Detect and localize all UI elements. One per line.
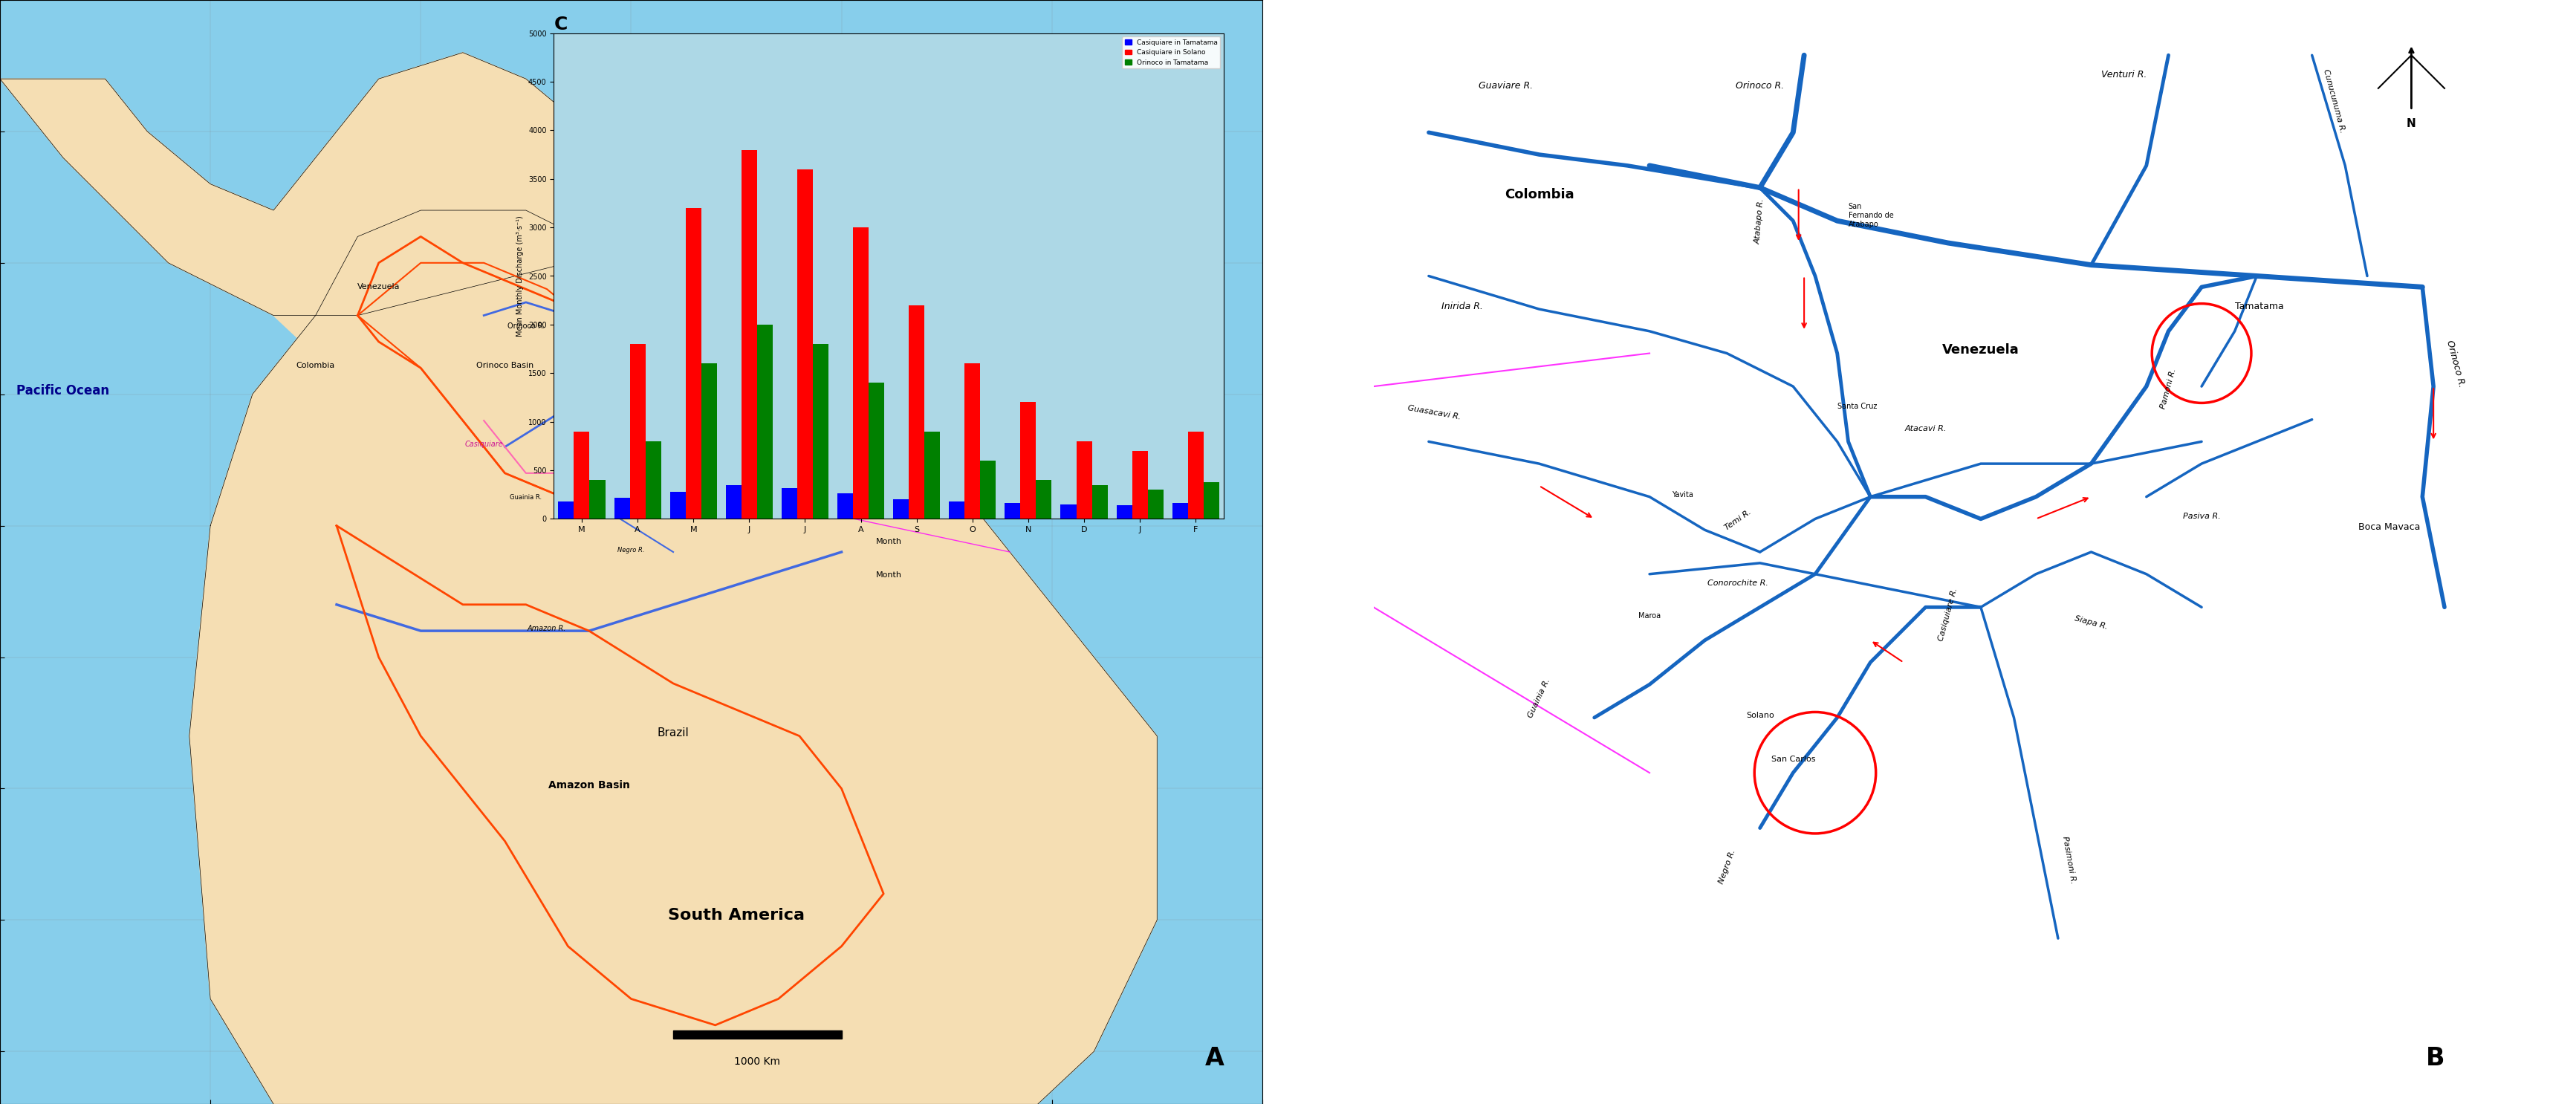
Polygon shape [273,210,567,474]
Y-axis label: Mean Monthly Discharge (m³·s⁻¹): Mean Monthly Discharge (m³·s⁻¹) [518,215,523,337]
Bar [1172,503,1188,519]
Text: Guainia R.: Guainia R. [1528,678,1551,719]
Text: Guainia R.: Guainia R. [510,495,541,501]
Text: Atabapo R.: Atabapo R. [1754,199,1765,244]
Text: Orinoco R.: Orinoco R. [507,322,544,330]
Bar [781,488,796,519]
Text: Temi R.: Temi R. [1723,508,1752,531]
Text: South America: South America [667,909,804,923]
Bar [853,227,868,519]
Text: Negro R.: Negro R. [618,546,644,553]
Text: Tamatama: Tamatama [2236,301,2282,311]
Bar [629,344,647,519]
Bar [909,305,925,519]
Text: Pasimoni R.: Pasimoni R. [2061,836,2076,884]
Bar [670,491,685,519]
Text: Venturi R.: Venturi R. [2102,70,2148,79]
Text: Boca Mavaca: Boca Mavaca [2357,522,2421,532]
Bar [796,169,814,519]
Bar [1020,402,1036,519]
Text: N: N [2406,118,2416,129]
Bar [574,432,590,519]
Text: Solano: Solano [1747,712,1775,719]
Text: Negro R.: Negro R. [1718,848,1736,884]
Text: Guaviare R.: Guaviare R. [1479,81,1533,91]
Bar [1149,490,1164,519]
Text: Amazon R.: Amazon R. [528,625,567,633]
Bar [701,363,716,519]
Bar [837,493,853,519]
Text: A: A [1206,1047,1224,1071]
Text: Orinoco R.: Orinoco R. [1736,81,1785,91]
X-axis label: Month: Month [876,538,902,545]
Text: Atlantic Ocean: Atlantic Ocean [1002,384,1103,397]
Text: Conorochite R.: Conorochite R. [1708,580,1767,586]
Text: Month: Month [876,571,902,578]
Bar [948,501,963,519]
Text: Venezuela: Venezuela [358,284,399,290]
Bar [647,442,662,519]
Text: Colombia: Colombia [296,362,335,370]
Text: Siapa R.: Siapa R. [2074,615,2110,630]
Bar [685,208,701,519]
Text: B: B [2427,1047,2445,1071]
Bar [613,498,629,519]
Text: San
Fernando de
Atabapo: San Fernando de Atabapo [1847,203,1893,227]
Bar [1036,480,1051,519]
Bar [742,150,757,519]
Text: Cunucunuma R.: Cunucunuma R. [2321,68,2347,134]
Text: Casiquiare: Casiquiare [464,440,502,448]
Bar [925,432,940,519]
Text: Pacific Ocean: Pacific Ocean [15,384,111,397]
Text: Inirida R.: Inirida R. [1440,301,1484,311]
Text: Casiquiare R.: Casiquiare R. [1937,587,1958,641]
Text: Venezuela: Venezuela [1942,343,2020,357]
Bar [590,480,605,519]
Text: Maroa: Maroa [1638,613,1662,619]
Text: Colombia: Colombia [1504,189,1574,202]
Text: Orinoco R.: Orinoco R. [2445,339,2465,389]
Bar [1131,450,1149,519]
Bar [672,1030,842,1038]
Text: Yavita: Yavita [1672,491,1692,498]
Legend: Casiquiare in Tamatama, Casiquiare in Solano, Orinoco in Tamatama: Casiquiare in Tamatama, Casiquiare in So… [1123,36,1221,68]
Bar [1203,482,1218,519]
Bar [868,383,884,519]
Bar [981,460,997,519]
Bar [559,501,574,519]
Text: Pasiva R.: Pasiva R. [2182,513,2221,520]
Text: Pamoni R.: Pamoni R. [2159,368,2177,410]
Text: Orinoco Basin: Orinoco Basin [477,362,533,370]
Text: C: C [554,15,567,33]
Text: Brazil: Brazil [657,728,688,739]
Text: Guasacavi R.: Guasacavi R. [1406,404,1461,421]
Text: Amazon Basin: Amazon Basin [549,781,631,790]
Polygon shape [191,210,1157,1104]
Bar [1092,485,1108,519]
Bar [894,499,909,519]
Text: Atacavi R.: Atacavi R. [1904,425,1947,432]
Text: San Carlos: San Carlos [1770,756,1816,763]
Bar [1188,432,1203,519]
Text: Santa Cruz: Santa Cruz [1837,403,1878,410]
Bar [726,485,742,519]
Text: 1000 Km: 1000 Km [734,1057,781,1066]
Bar [1115,506,1131,519]
Polygon shape [0,53,631,316]
Bar [1077,442,1092,519]
Bar [1005,503,1020,519]
Bar [963,363,981,519]
Bar [1061,505,1077,519]
Bar [814,344,829,519]
Bar [757,325,773,519]
Text: Caribbean Sea: Caribbean Sea [677,173,796,187]
